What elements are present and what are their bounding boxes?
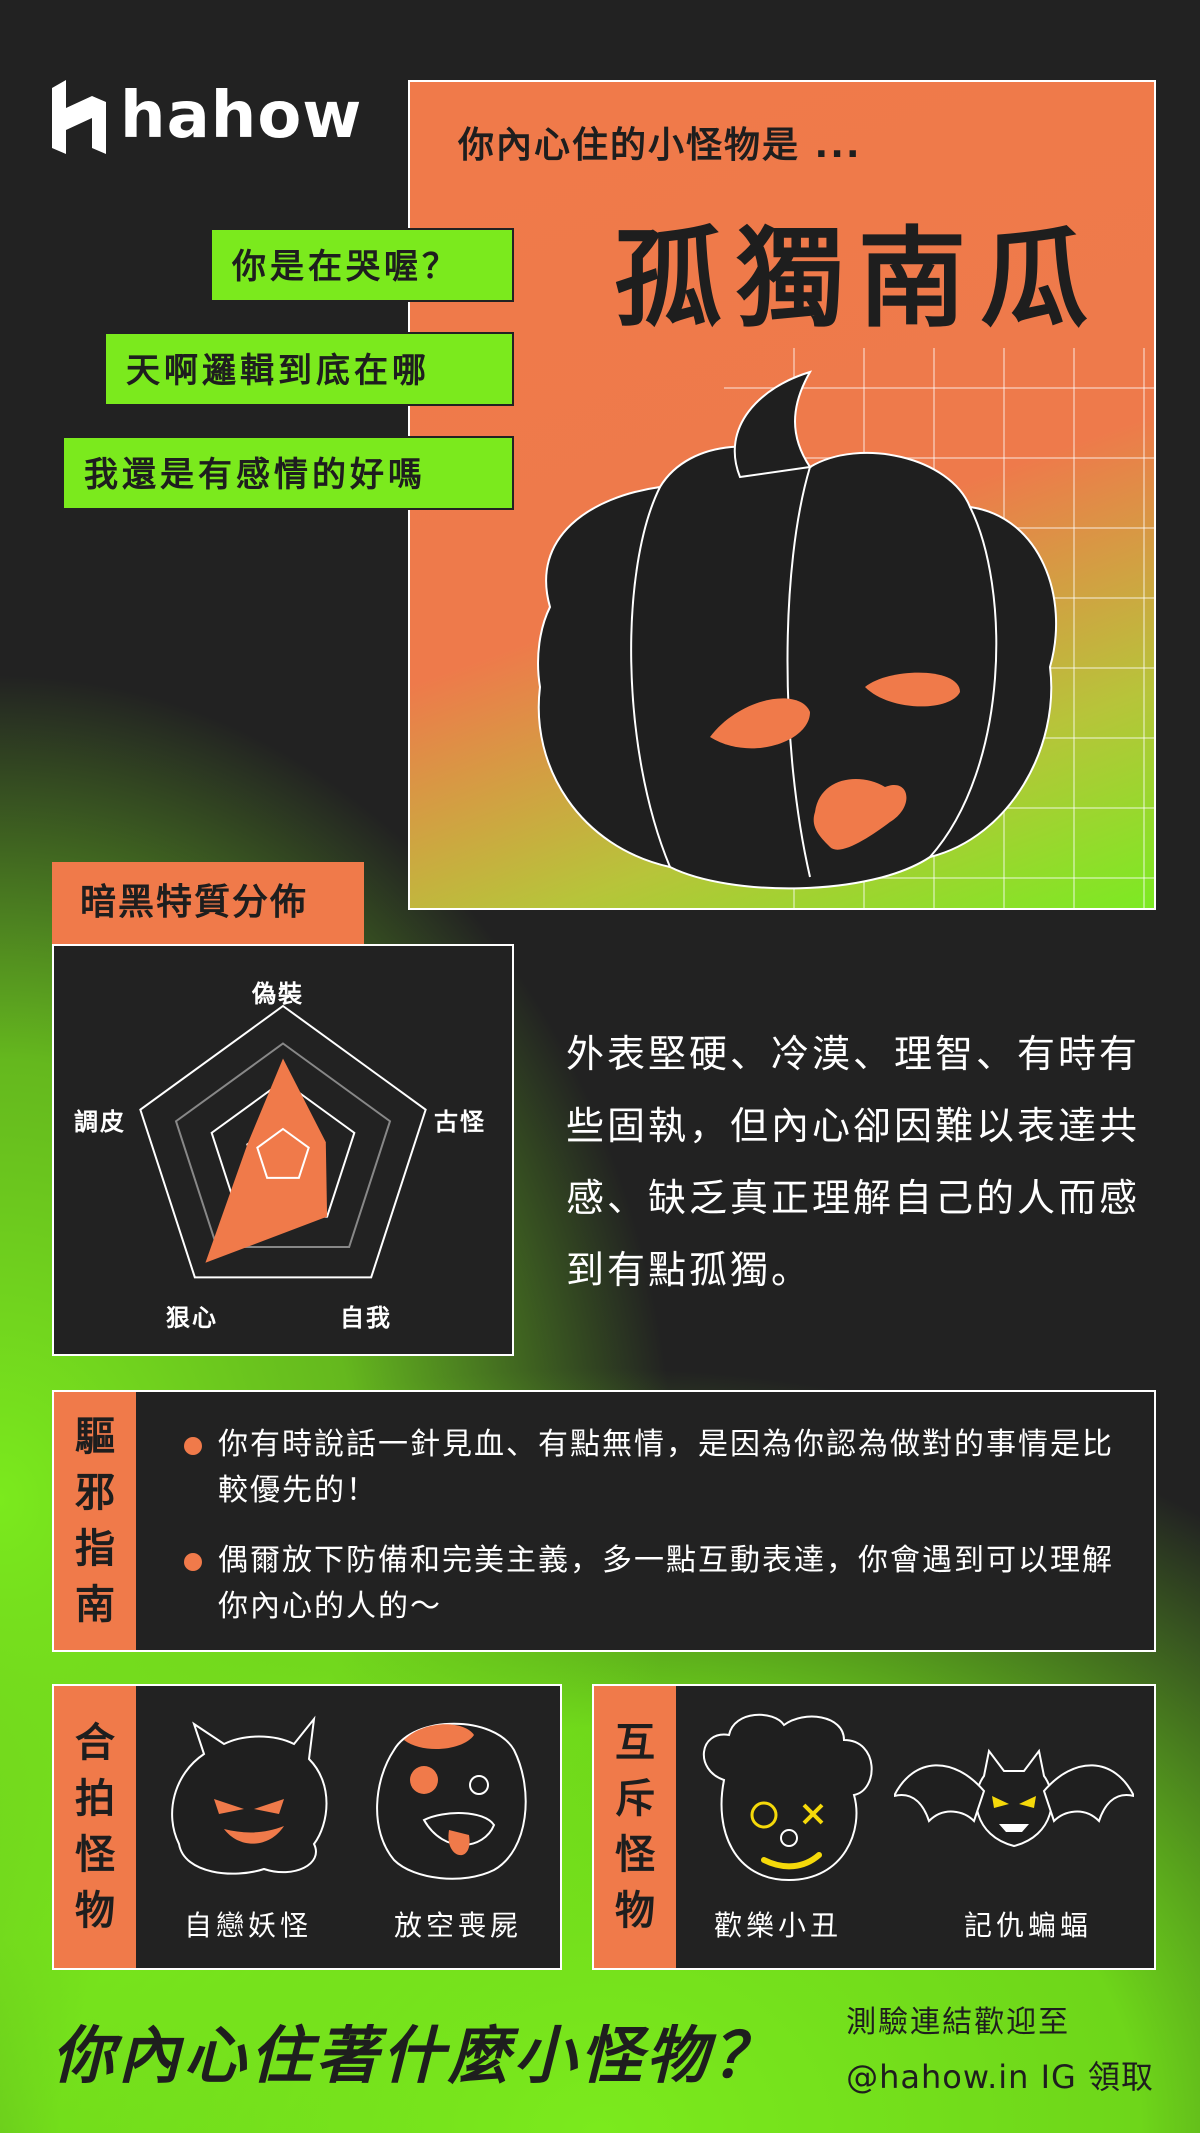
guide-item: 偶爾放下防備和完美主義，多一點互動表達，你會遇到可以理解你內心的人的～ (184, 1538, 1114, 1630)
tag-logic: 天啊邏輯到底在哪 (104, 332, 514, 406)
axis-label-ego: 自我 (340, 1304, 392, 1332)
guide-label-char: 南 (75, 1582, 115, 1628)
incompatible-monsters: 互 斥 怪 物 歡樂小丑 記仇蝙蝠 (592, 1684, 1156, 1970)
guide-label-char: 邪 (75, 1470, 115, 1516)
incompatible-label-char: 物 (615, 1888, 655, 1934)
tag-feelings: 我還是有感情的好嗎 (62, 436, 514, 510)
hahow-logo-icon (52, 80, 106, 154)
bat-icon (894, 1748, 1134, 1848)
guide-label: 驅 邪 指 南 (54, 1392, 136, 1650)
axis-label-weird: 古怪 (434, 1108, 486, 1136)
guide-label-char: 驅 (75, 1414, 115, 1460)
axis-label-ruthless: 狠心 (166, 1304, 218, 1332)
clown-icon (702, 1713, 873, 1882)
result-title: 孤獨南瓜 (613, 216, 1102, 342)
footer-info-line1: 測驗連結歡迎至 (846, 2005, 1071, 2040)
monster-name: 記仇蝙蝠 (964, 1909, 1093, 1942)
result-description: 外表堅硬、冷漠、理智、有時有些固執，但內心卻因難以表達共感、缺乏真正理解自己的人… (566, 1032, 1141, 1292)
axis-label-naughty: 調皮 (74, 1108, 126, 1136)
radar-value-shape (205, 1058, 328, 1263)
logo-text: hahow (120, 79, 363, 153)
incompatible-label-char: 怪 (615, 1832, 655, 1878)
compatible-label-char: 拍 (75, 1776, 115, 1822)
lonely-pumpkin-illustration (537, 370, 1058, 890)
monster-name: 自戀妖怪 (184, 1909, 313, 1942)
compatible-label-char: 合 (75, 1720, 115, 1766)
narcissist-ghost-icon (171, 1715, 328, 1875)
compatible-label-char: 怪 (75, 1832, 115, 1878)
zombie-icon (376, 1722, 527, 1880)
radar-ring (174, 1042, 392, 1249)
exorcism-guide: 驅 邪 指 南 你有時說話一針見血、有點無情，是因為你認為做對的事情是比較優先的… (52, 1390, 1156, 1652)
result-card: 你內心住的小怪物是 ... 孤獨南瓜 (408, 80, 1156, 910)
radar-inner-ring (256, 1127, 310, 1179)
guide-label-char: 指 (75, 1526, 115, 1572)
incompatible-label: 互 斥 怪 物 (594, 1686, 676, 1968)
radar-svg (139, 1004, 427, 1279)
radar-title: 暗黑特質分佈 (52, 862, 364, 944)
axis-label-disguise: 偽裝 (252, 980, 304, 1008)
hahow-logo[interactable]: hahow (52, 78, 362, 154)
guide-list: 你有時說話一針見血、有點無情，是因為你認為做對的事情是比較優先的！ 偶爾放下防備… (184, 1422, 1114, 1654)
compatible-label: 合 拍 怪 物 (54, 1686, 136, 1968)
guide-item: 你有時說話一針見血、有點無情，是因為你認為做對的事情是比較優先的！ (184, 1422, 1114, 1514)
footer-info: 測驗連結歡迎至 @hahow.in IG 領取 (846, 1996, 1154, 2104)
result-subtitle: 你內心住的小怪物是 ... (458, 125, 862, 166)
footer-headline: 你內心住著什麼小怪物？ (52, 2019, 779, 2092)
radar-ring (139, 1004, 427, 1279)
radar-chart: 偽裝 古怪 自我 狠心 調皮 (52, 944, 514, 1356)
compatible-monsters: 合 拍 怪 物 自戀妖怪 放空喪屍 (52, 1684, 562, 1970)
tag-crying: 你是在哭喔？ (210, 228, 514, 302)
incompatible-label-char: 斥 (615, 1776, 655, 1822)
compatible-label-char: 物 (75, 1888, 115, 1934)
instagram-link[interactable]: @hahow.in IG 領取 (846, 2058, 1154, 2096)
monster-name: 歡樂小丑 (714, 1909, 843, 1942)
monster-name: 放空喪屍 (394, 1909, 523, 1942)
incompatible-label-char: 互 (615, 1720, 655, 1766)
